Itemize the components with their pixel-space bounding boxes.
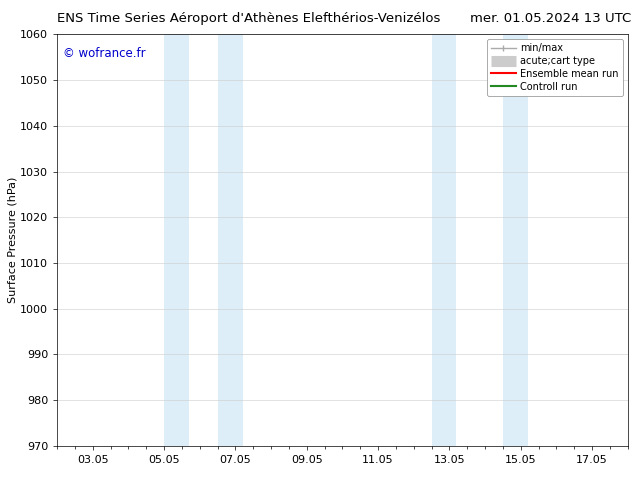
Text: ENS Time Series Aéroport d'Athènes Elefthérios-Venizélos: ENS Time Series Aéroport d'Athènes Eleft… — [57, 12, 441, 25]
Text: © wofrance.fr: © wofrance.fr — [63, 47, 145, 60]
Legend: min/max, acute;cart type, Ensemble mean run, Controll run: min/max, acute;cart type, Ensemble mean … — [488, 39, 623, 96]
Y-axis label: Surface Pressure (hPa): Surface Pressure (hPa) — [7, 177, 17, 303]
Bar — [432, 34, 456, 446]
Bar — [503, 34, 527, 446]
Text: mer. 01.05.2024 13 UTC: mer. 01.05.2024 13 UTC — [470, 12, 631, 25]
Bar — [217, 34, 242, 446]
Bar — [164, 34, 189, 446]
